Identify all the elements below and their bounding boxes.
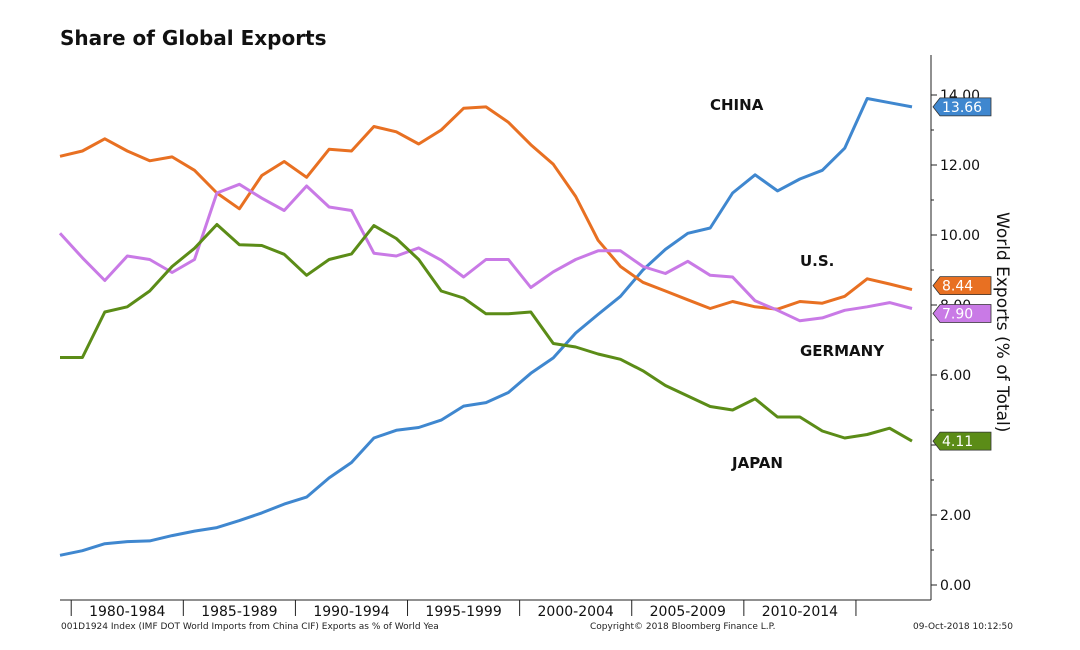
series-line-japan <box>60 223 913 443</box>
series-annotation: CHINA <box>710 96 764 114</box>
footer-copyright: Copyright© 2018 Bloomberg Finance L.P. <box>590 622 776 632</box>
value-tag-label: 7.90 <box>942 307 973 323</box>
y-tick-label: 0.00 <box>940 578 971 594</box>
series-line-china <box>59 97 913 557</box>
chart-title: Share of Global Exports <box>60 26 327 50</box>
label-layer: 13.66 8.44 7.90 4.11 CHINA U.S. GERMANY JAPAN <box>710 96 992 472</box>
series-annotation: U.S. <box>800 252 834 270</box>
series-layer <box>58 97 913 557</box>
y-tick-label: 10.00 <box>940 228 980 244</box>
series-line-germany <box>58 182 913 323</box>
value-tag-label: 4.11 <box>942 434 973 450</box>
value-tag <box>932 97 992 117</box>
x-tick-label: 1985-1989 <box>201 604 277 620</box>
y-axis-label: World Exports (% of Total) <box>992 212 1012 432</box>
series-line-us <box>59 105 913 311</box>
footer-timestamp: 09-Oct-2018 10:12:50 <box>913 622 1013 632</box>
footer-source: 001D1924 Index (IMF DOT World Imports fr… <box>61 622 439 632</box>
x-tick-label: 2005-2009 <box>650 604 726 620</box>
axes-layer: 0.002.004.006.008.0010.0012.0014.001980-… <box>60 55 980 620</box>
value-tag-label: 8.44 <box>942 279 973 295</box>
x-tick-label: 2010-2014 <box>762 604 838 620</box>
y-tick-label: 12.00 <box>940 158 980 174</box>
y-tick-label: 6.00 <box>940 368 971 384</box>
series-annotation: JAPAN <box>731 454 783 472</box>
value-tag <box>932 431 992 451</box>
value-tag <box>932 304 992 323</box>
y-tick-label: 2.00 <box>940 508 971 524</box>
series-annotation: GERMANY <box>800 342 885 360</box>
x-tick-label: 1980-1984 <box>89 604 165 620</box>
x-tick-label: 1995-1999 <box>425 604 501 620</box>
value-tag <box>932 276 992 295</box>
x-tick-label: 1990-1994 <box>313 604 389 620</box>
x-tick-label: 2000-2004 <box>538 604 614 620</box>
value-tag-label: 13.66 <box>942 100 982 116</box>
